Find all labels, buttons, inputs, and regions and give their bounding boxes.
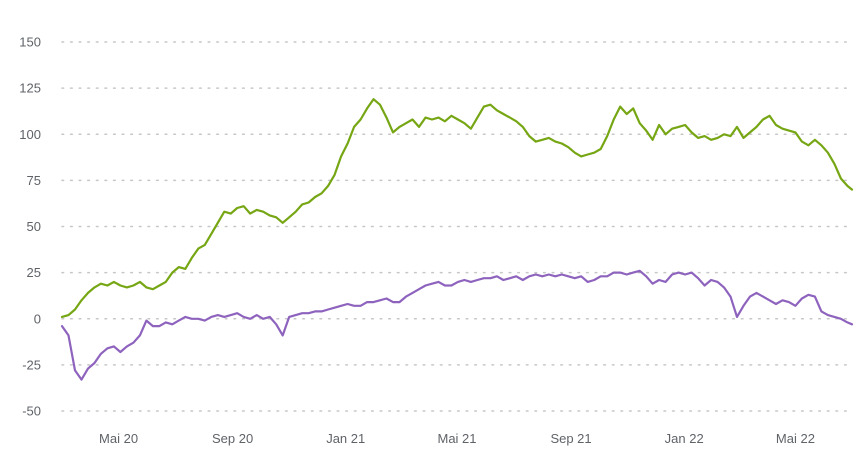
y-tick-label: 0 bbox=[34, 311, 41, 326]
x-axis-tick-labels: Mai 20 Sep 20 Jan 21 Mai 21 Sep 21 Jan 22 Mai … bbox=[99, 431, 815, 446]
y-tick-label: 25 bbox=[27, 265, 41, 280]
y-tick-label: 50 bbox=[27, 219, 41, 234]
y-tick-label: -25 bbox=[22, 357, 41, 372]
series-line-1 bbox=[60, 98, 854, 318]
series-lines bbox=[60, 98, 854, 381]
x-tick-label: Sep 21 bbox=[550, 431, 591, 446]
y-tick-label: 75 bbox=[27, 173, 41, 188]
x-tick-label: Mai 20 bbox=[99, 431, 138, 446]
y-tick-label: 150 bbox=[19, 35, 41, 50]
x-tick-label: Jan 22 bbox=[665, 431, 704, 446]
y-tick-label: -50 bbox=[22, 404, 41, 419]
x-tick-label: Sep 20 bbox=[212, 431, 253, 446]
series-line-2 bbox=[60, 269, 854, 381]
x-tick-label: Jan 21 bbox=[326, 431, 365, 446]
y-tick-label: 100 bbox=[19, 127, 41, 142]
x-tick-label: Mai 21 bbox=[437, 431, 476, 446]
x-tick-label: Mai 22 bbox=[776, 431, 815, 446]
gridlines bbox=[61, 41, 853, 412]
y-axis-tick-labels: 150 125 100 75 50 25 0 -25 -50 bbox=[19, 35, 41, 419]
y-tick-label: 125 bbox=[19, 81, 41, 96]
